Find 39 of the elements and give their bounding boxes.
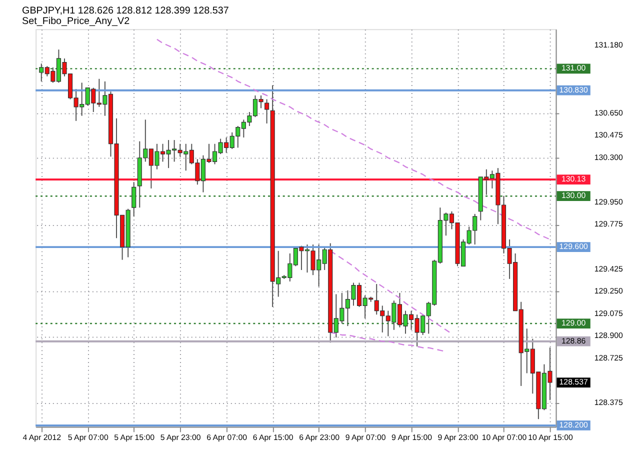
y-tick-label: 129.250: [594, 286, 624, 296]
x-tick-label: 5 Apr 23:00: [160, 433, 202, 442]
candlestick: [264, 98, 270, 124]
y-tick-label: 131.180: [594, 40, 624, 50]
x-tick-label: 9 Apr 23:00: [438, 433, 479, 442]
ref-line-label: 129.600: [559, 242, 588, 252]
x-tick-label: 9 Apr 15:00: [392, 433, 433, 442]
x-tick-label: 6 Apr 07:00: [206, 433, 248, 442]
y-tick-label: 129.775: [594, 220, 624, 229]
x-tick-label: 10 Apr 07:00: [482, 433, 528, 442]
chart-title: GBPJPY,H1 128.626 128.812 128.399 128.537: [22, 5, 229, 16]
line-series: [156, 38, 551, 240]
ref-line-label: 128.200: [559, 420, 588, 430]
ref-line-label: 130.00: [561, 191, 586, 200]
y-tick-label: 129.075: [594, 308, 624, 318]
x-tick-label: 10 Apr 15:00: [528, 433, 574, 442]
y-tick-label: 128.725: [594, 354, 624, 363]
ref-line-label: 130.830: [559, 85, 588, 94]
candlestick: [132, 182, 136, 217]
x-tick-label: 4 Apr 2012: [22, 433, 61, 442]
chart-subtitle: Set_Fibo_Price_Any_V2: [22, 16, 130, 28]
ref-line-label: 129.00: [561, 318, 586, 328]
ref-line-label: 128.86: [561, 336, 586, 346]
y-tick-label: 130.650: [594, 108, 624, 118]
x-tick-label: 5 Apr 15:00: [114, 433, 156, 442]
line-series: [330, 250, 452, 334]
y-tick-label: 128.375: [594, 398, 624, 408]
x-tick-label: 6 Apr 23:00: [299, 433, 340, 442]
x-tick-label: 9 Apr 07:00: [345, 433, 386, 442]
y-tick-label: 129.950: [594, 197, 624, 206]
y-tick-label: 129.425: [594, 264, 624, 274]
text: 128.537: [559, 377, 588, 386]
y-tick-label: 130.300: [594, 152, 624, 162]
x-tick-label: 5 Apr 07:00: [68, 433, 109, 442]
ref-line-label: 130.13: [561, 174, 586, 184]
y-tick-label: 130.475: [594, 130, 624, 140]
x-tick-label: 6 Apr 15:00: [252, 433, 294, 442]
y-tick-label: 128.900: [594, 331, 624, 340]
ref-line-label: 131.00: [561, 64, 586, 73]
